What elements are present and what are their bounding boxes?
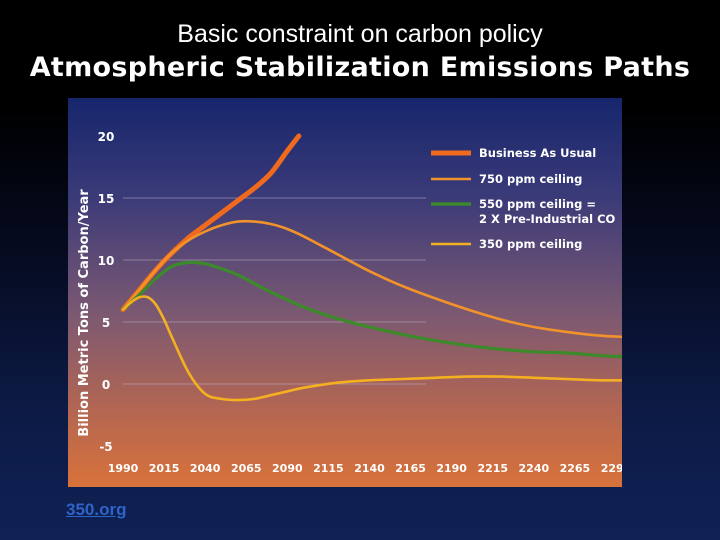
x-tick-label: 2215 [477,462,508,475]
gridlines [123,197,426,385]
x-tick-label: 2190 [436,462,467,475]
y-tick-label: 0 [102,378,110,392]
y-tick-label: -5 [99,440,112,454]
chart-title: Atmospheric Stabilization Emissions Path… [29,52,691,83]
x-tick-label: 2090 [272,462,303,475]
x-tick-label: 2290 [601,462,622,475]
legend: Business As Usual 750 ppm ceiling 550 ppm … [431,146,616,251]
chart-panel: 20 15 10 5 0 -5 1990 2015 2040 2065 2090 2115 2140 2… [68,98,632,487]
slide-title: Basic constraint on carbon policy [177,20,543,48]
x-tick-label: 2240 [519,462,550,475]
x-tick-label: 2065 [231,462,262,475]
series-line-4 [121,295,626,402]
x-tick-label: 2140 [354,462,385,475]
y-axis-ticks: 20 15 10 5 0 -5 [98,130,115,454]
legend-label: 550 ppm ceiling = [479,197,596,211]
x-axis-ticks: 1990 2015 2040 2065 2090 2115 2140 2165 2190 2215… [108,462,632,475]
y-tick-label: 15 [98,192,115,206]
x-tick-label: 1990 [108,462,139,475]
y-tick-label: 20 [98,130,115,144]
source-link[interactable]: 350.org [66,500,127,519]
legend-label: 2 X Pre-Industrial CO [479,212,616,226]
chart-background [68,98,622,487]
legend-label: 350 ppm ceiling [479,237,582,251]
y-tick-label: 10 [98,254,115,268]
y-tick-label: 5 [102,316,110,330]
series-line-2 [121,219,626,339]
x-tick-label: 2165 [395,462,426,475]
series-line-3 [121,260,626,359]
legend-label: 750 ppm ceiling [479,172,582,186]
x-tick-label: 2265 [560,462,591,475]
legend-label: Business As Usual [479,146,596,160]
x-tick-label: 2015 [149,462,180,475]
y-axis-label: Billion Metric Tons of Carbon/Year [77,189,92,437]
series-lines [120,133,626,402]
x-tick-label: 2040 [190,462,221,475]
x-tick-label: 2115 [313,462,344,475]
